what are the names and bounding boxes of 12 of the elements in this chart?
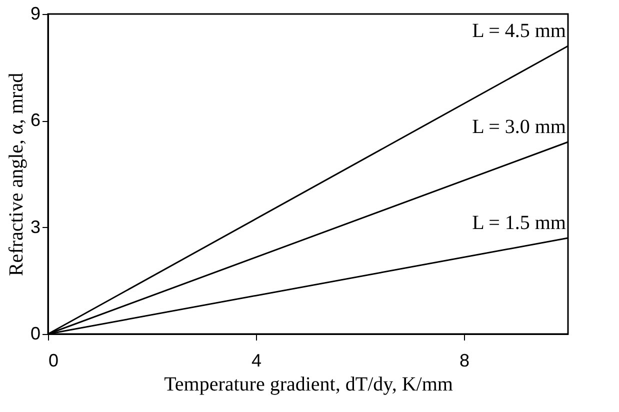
x-tick-label: 4 [251, 350, 262, 370]
y-tick-label: 3 [30, 216, 40, 237]
annotation: L = 1.5 mm [472, 212, 566, 234]
y-tick-label: 6 [30, 110, 40, 130]
y-axis-title: Refractive angle, α, mrad [5, 72, 28, 276]
x-tick-label: 0 [48, 350, 59, 370]
x-axis-title: Temperature gradient, dT/dy, K/mm [164, 374, 454, 396]
y-tick-label: 0 [30, 324, 40, 344]
annotation: L = 3.0 mm [472, 116, 566, 138]
x-tick-label: 8 [459, 350, 470, 370]
annotation: L = 4.5 mm [472, 20, 566, 42]
y-tick-label: 9 [30, 4, 40, 24]
